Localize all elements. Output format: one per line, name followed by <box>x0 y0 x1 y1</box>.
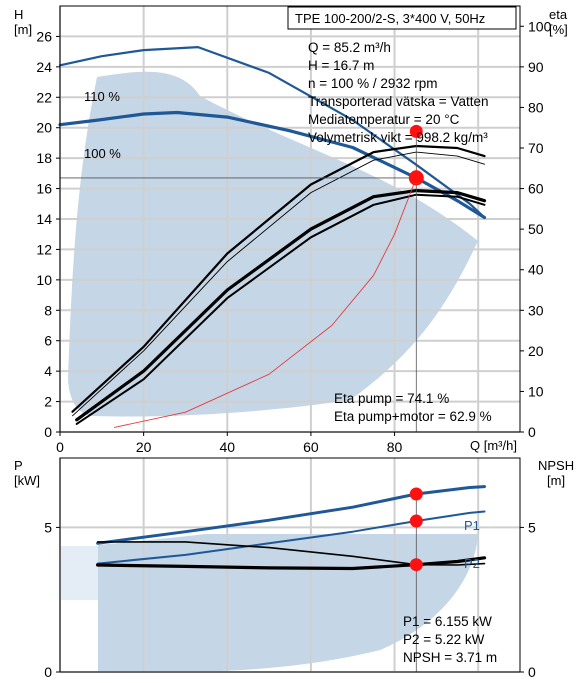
bottom-axes: 0 5 0 5 <box>44 519 536 680</box>
curve-label-p1: P1 <box>464 518 480 533</box>
p1-result: P1 = 6.155 kW <box>403 614 492 629</box>
top-right-tick-label: 50 <box>528 221 544 237</box>
top-x-tick-label: 0 <box>56 439 64 455</box>
info-speed: n = 100 % / 2932 rpm <box>308 76 437 91</box>
power-npsh-chart: 0 5 0 5 P1 P2 P1 = 6.155 kW P2 = 5.22 kW NP… <box>14 457 574 680</box>
head-efficiency-chart: 0246810121416182022242601020304050607080… <box>14 5 568 455</box>
top-left-tick-label: 24 <box>36 59 52 75</box>
top-series-2 <box>71 144 486 413</box>
title-box <box>287 6 517 30</box>
top-x-tick-label: 60 <box>303 439 319 455</box>
chart-title: TPE 100-200/2-S, 3*400 V, 50Hz <box>295 11 485 26</box>
top-right-tick-label: 20 <box>528 343 544 359</box>
top-left-tick-label: 14 <box>36 211 52 227</box>
bottom-right-axis-label-unit: [m] <box>547 473 565 488</box>
top-right-tick-label: 40 <box>528 262 544 278</box>
top-left-tick-label: 18 <box>36 150 52 166</box>
top-right-tick-label: 0 <box>528 424 536 440</box>
bottom-point-marker-1 <box>409 514 423 528</box>
top-left-tick-label: 26 <box>36 28 52 44</box>
top-curves <box>58 46 487 432</box>
top-series-3 <box>72 151 485 417</box>
top-x-tick-label: 40 <box>219 439 235 455</box>
info-liquid: Transporterad vätska = Vatten <box>308 94 488 109</box>
top-series-5 <box>75 193 486 425</box>
bottom-plot-frame <box>59 457 521 673</box>
top-series-4 <box>75 189 487 422</box>
top-right-tick-label: 60 <box>528 181 544 197</box>
top-x-tick-label: 80 <box>387 439 403 455</box>
bottom-range-band-light <box>60 546 98 600</box>
top-series-6 <box>113 177 417 428</box>
curve-label-p2: P2 <box>464 556 480 571</box>
top-left-axis-label-symbol: H <box>14 7 23 22</box>
bottom-curves <box>96 485 487 672</box>
x-axis-label: Q [m³/h] <box>470 438 517 453</box>
bottom-right-axis-label-symbol: NPSH <box>538 458 574 473</box>
top-right-tick-label: 100 <box>528 18 552 34</box>
top-right-tick-label: 70 <box>528 140 544 156</box>
info-temperature: Mediatemperatur = 20 °C <box>308 112 460 127</box>
info-flow: Q = 85.2 m³/h <box>308 40 391 55</box>
bottom-range-band <box>98 534 478 672</box>
top-right-axis-label-unit: [%] <box>549 22 568 37</box>
top-series-100 <box>58 110 487 220</box>
bottom-point-marker-2 <box>409 558 423 572</box>
top-x-tick-label: 20 <box>136 439 152 455</box>
bottom-left-axis-label-symbol: P <box>14 458 23 473</box>
top-right-tick-label: 80 <box>528 99 544 115</box>
info-density: Volymetrisk vikt = 998.2 kg/m³ <box>308 130 488 145</box>
top-left-tick-label: 16 <box>36 181 52 197</box>
operating-info: Q = 85.2 m³/h H = 16.7 m n = 100 % / 293… <box>308 40 488 145</box>
top-left-tick-label: 6 <box>44 333 52 349</box>
bottom-left-tick-label: 0 <box>44 664 52 680</box>
top-left-tick-label: 20 <box>36 120 52 136</box>
top-right-tick-label: 30 <box>528 302 544 318</box>
curve-label-110: 110 % <box>84 89 120 104</box>
p2-result: P2 = 5.22 kW <box>403 632 485 647</box>
bottom-right-tick-label: 5 <box>528 519 536 535</box>
top-left-tick-label: 0 <box>44 424 52 440</box>
top-right-axis-label-symbol: eta <box>549 7 568 22</box>
top-left-tick-label: 22 <box>36 89 52 105</box>
bottom-right-tick-label: 0 <box>528 664 536 680</box>
top-left-tick-label: 4 <box>44 363 52 379</box>
top-left-tick-label: 2 <box>44 394 52 410</box>
bottom-series-3 <box>96 556 487 571</box>
bottom-series-p1 <box>96 485 486 545</box>
eta-pump-result: Eta pump = 74.1 % <box>334 391 449 406</box>
top-series-110 <box>58 46 486 219</box>
top-axes: 0246810121416182022242601020304050607080… <box>36 18 551 455</box>
bottom-point-marker-0 <box>409 487 423 501</box>
npsh-result: NPSH = 3.71 m <box>403 650 497 665</box>
eta-pump-motor-result: Eta pump+motor = 62.9 % <box>334 409 492 424</box>
top-point-marker-1 <box>409 124 423 138</box>
top-right-tick-label: 10 <box>528 383 544 399</box>
top-left-tick-label: 12 <box>36 241 52 257</box>
info-head: H = 16.7 m <box>308 58 374 73</box>
top-plot-frame <box>59 5 521 433</box>
bottom-left-tick-label: 5 <box>44 519 52 535</box>
bottom-series-p2 <box>96 510 486 565</box>
top-left-axis-label-unit: [m] <box>14 22 32 37</box>
top-left-tick-label: 8 <box>44 302 52 318</box>
curve-label-100: 100 % <box>84 146 121 161</box>
top-left-tick-label: 10 <box>36 272 52 288</box>
top-point-marker-2 <box>409 170 423 184</box>
bottom-series-2 <box>96 541 486 566</box>
top-right-tick-label: 90 <box>528 59 544 75</box>
bottom-left-axis-label-unit: [kW] <box>14 473 40 488</box>
